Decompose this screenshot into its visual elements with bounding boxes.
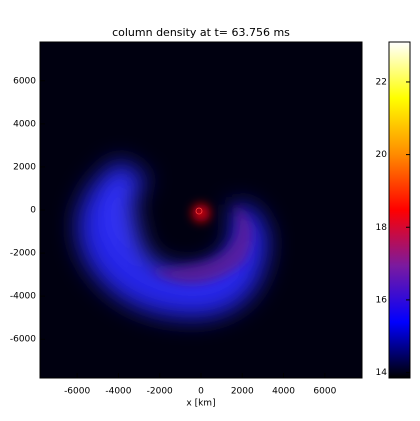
x-tick-label: 0 (198, 387, 204, 397)
colorbar (388, 41, 411, 379)
y-tick-label: 4000 (13, 119, 36, 129)
y-tick-label: 2000 (13, 162, 36, 172)
x-tick-label: 2000 (231, 387, 254, 397)
y-tick-label: -2000 (10, 249, 36, 259)
x-tick-label: 6000 (313, 387, 336, 397)
x-tick-label: 4000 (272, 387, 295, 397)
x-tick-label: -6000 (64, 387, 90, 397)
x-tick-label: -4000 (105, 387, 131, 397)
y-tick-label: -4000 (10, 292, 36, 302)
colorbar-tick-label: 16 (376, 295, 388, 305)
density-image (77, 160, 268, 319)
colorbar-tick-label: 18 (376, 223, 388, 233)
y-tick-label: 6000 (13, 76, 36, 86)
x-axis-label: x [km] (186, 399, 215, 409)
colorbar-tick-label: 14 (376, 368, 388, 378)
y-tick-label: 0 (30, 206, 36, 216)
chart-title: column density at t= 63.756 ms (112, 26, 290, 39)
colorbar-tick-label: 20 (376, 150, 388, 160)
x-tick-label: -2000 (147, 387, 173, 397)
colorbar-tick-label: 22 (376, 77, 387, 87)
y-tick-label: -6000 (10, 335, 36, 345)
